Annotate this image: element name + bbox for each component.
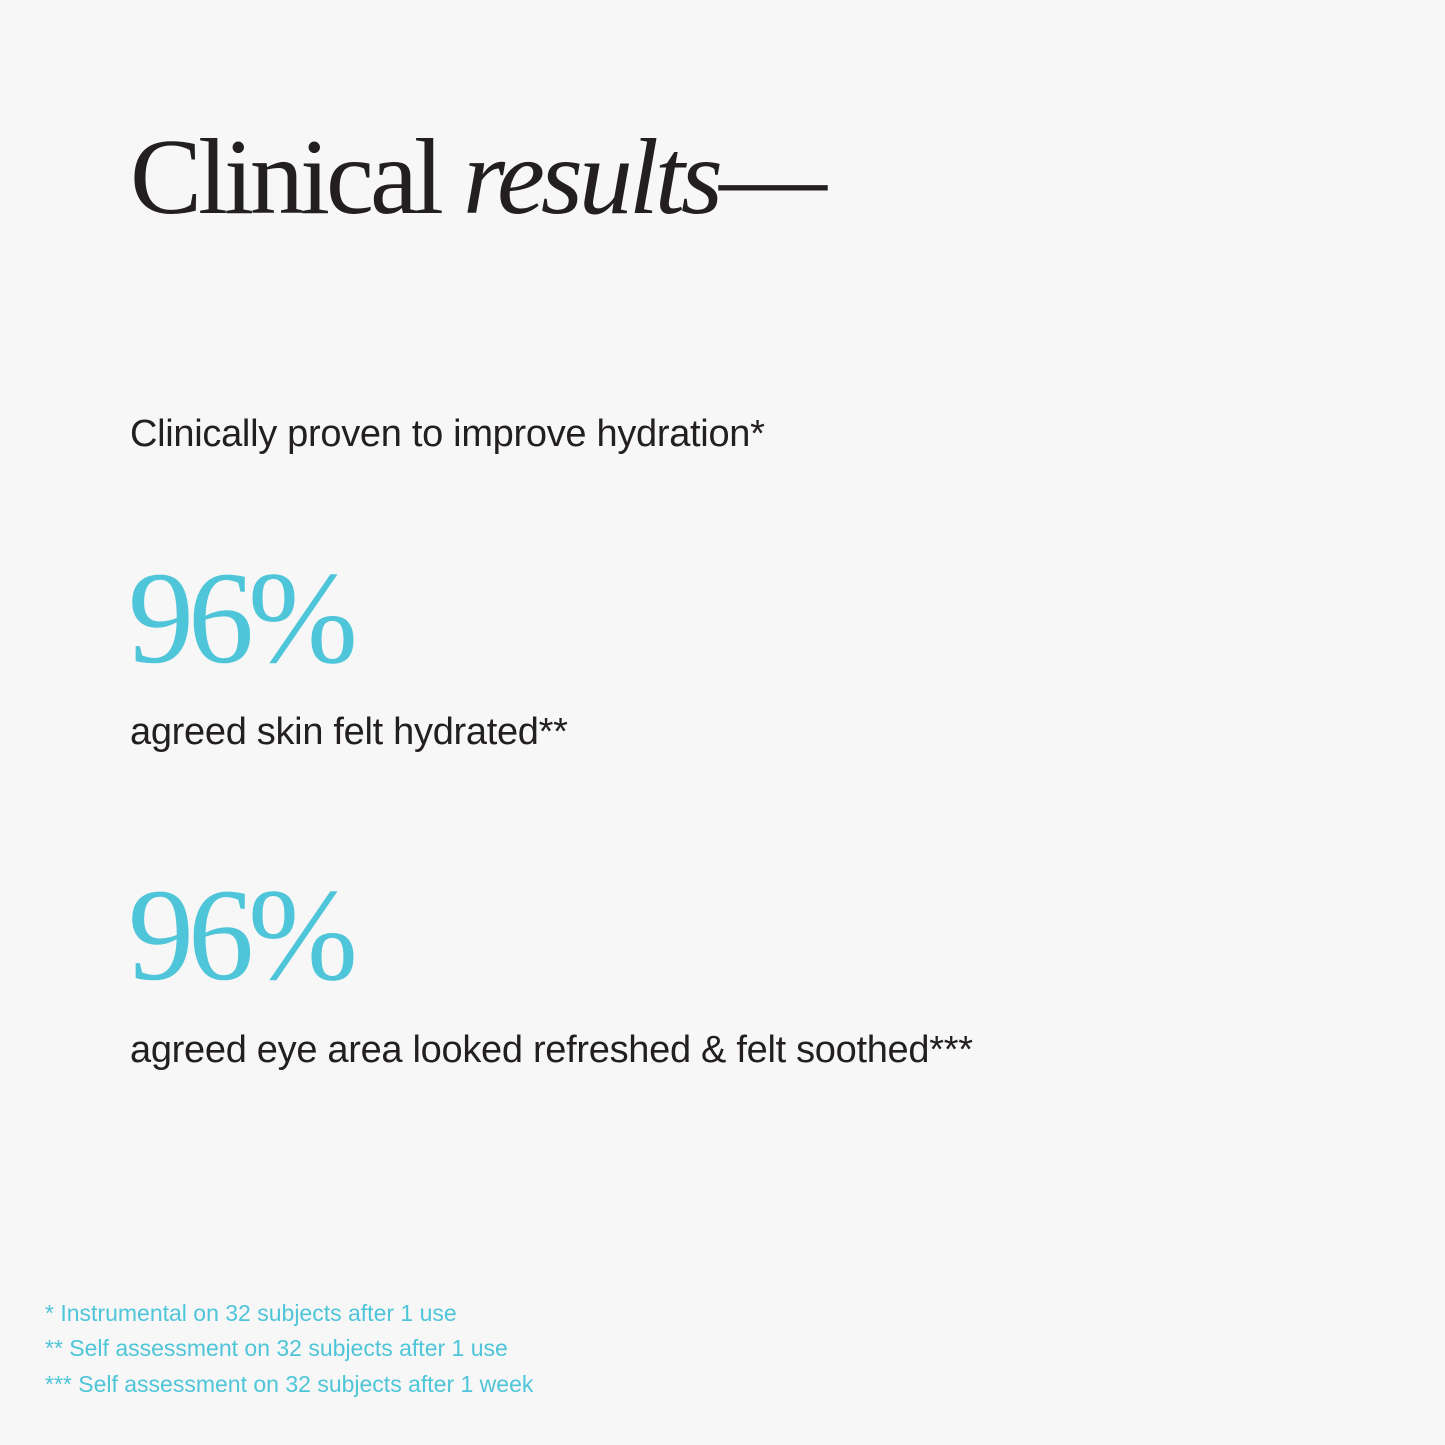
page-title: Clinical results— (130, 118, 827, 238)
title-dash: — (718, 118, 827, 237)
title-regular: Clinical (130, 118, 444, 237)
stat-value-1: 96% (128, 544, 358, 691)
footnote-2: ** Self assessment on 32 subjects after … (45, 1335, 508, 1361)
footnote-3: *** Self assessment on 32 subjects after… (45, 1371, 534, 1397)
footnote-1: * Instrumental on 32 subjects after 1 us… (45, 1300, 457, 1326)
stat-label-1: agreed skin felt hydrated** (130, 711, 568, 753)
intro-text: Clinically proven to improve hydration* (130, 413, 765, 455)
title-italic: results (462, 118, 723, 237)
stat-value-2: 96% (128, 861, 358, 1008)
stat-label-2: agreed eye area looked refreshed & felt … (130, 1029, 973, 1071)
